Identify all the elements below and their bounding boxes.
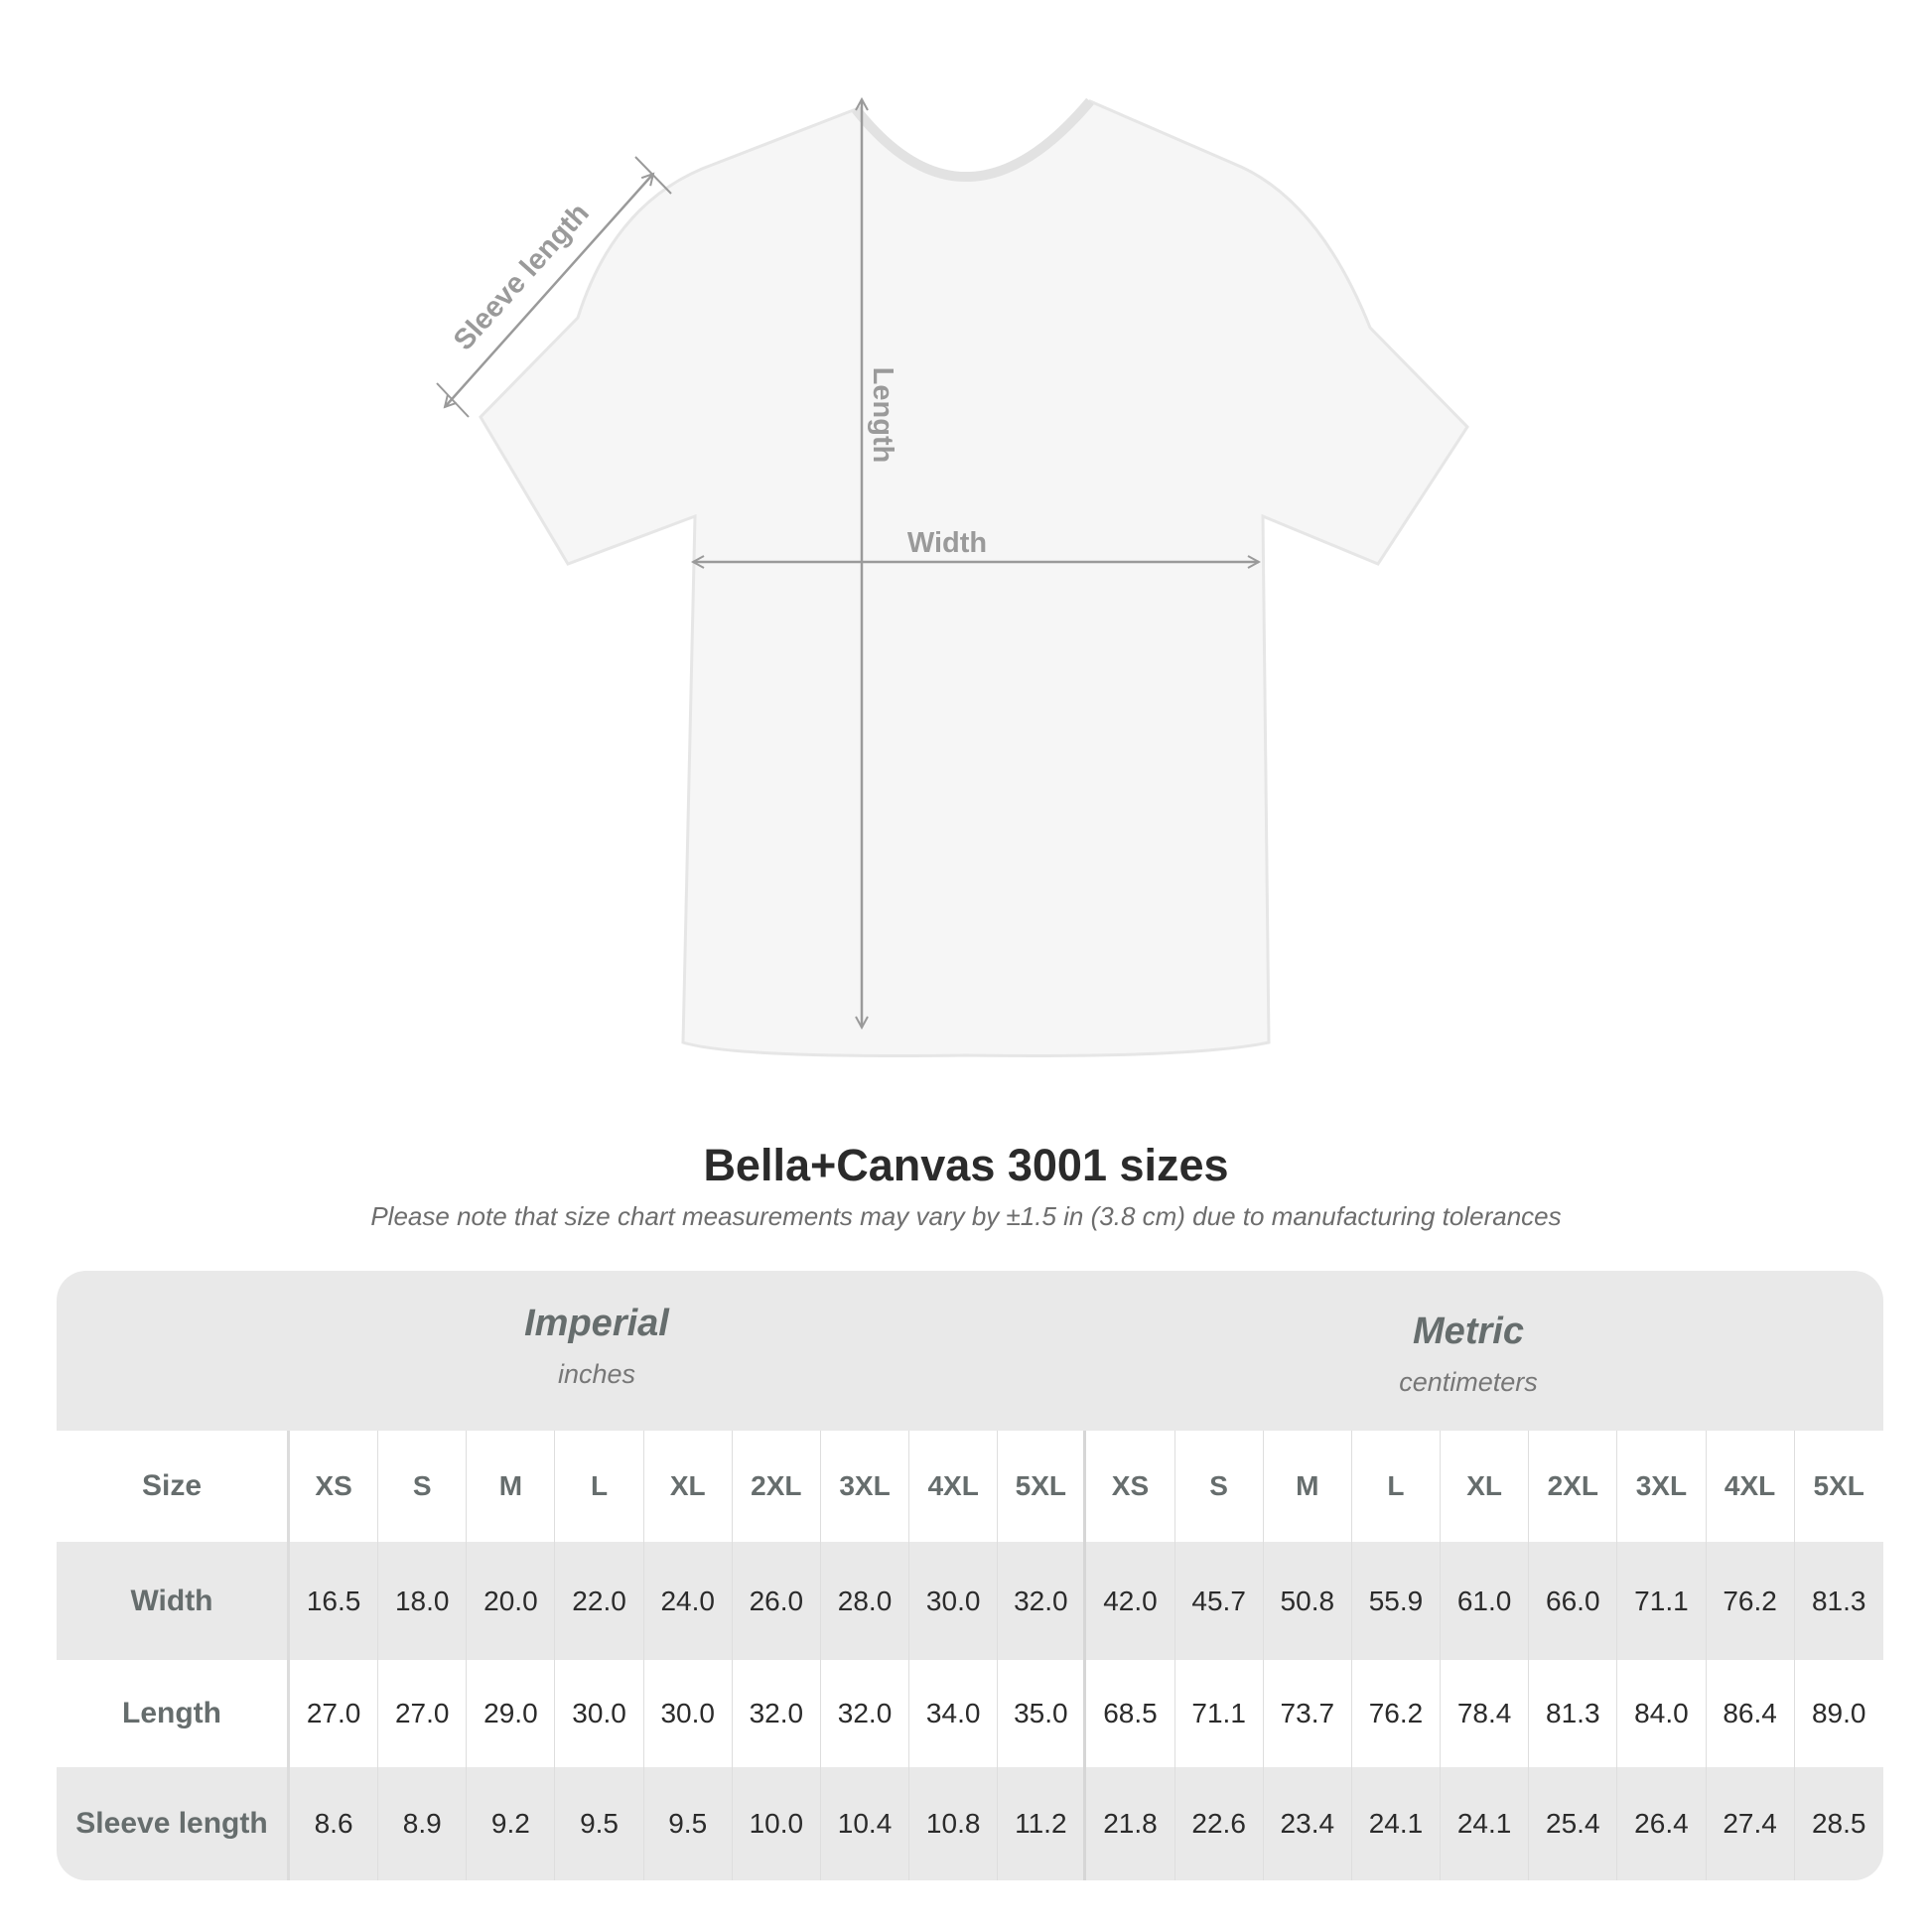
table-cell: 27.0 [378, 1660, 468, 1767]
size-header-cell: S [378, 1431, 468, 1542]
metric-header: Metric centimeters [1220, 1311, 1717, 1398]
tolerance-note: Please note that size chart measurements… [370, 1201, 1562, 1231]
table-cell: 22.0 [555, 1542, 644, 1660]
size-header-cell: S [1175, 1431, 1264, 1542]
page-title: Bella+Canvas 3001 sizes [703, 1140, 1229, 1190]
size-row: Size XS S M L XL 2XL 3XL 4XL 5XL XS S M L XL 2XL 3XL 4XL… [57, 1431, 1883, 1542]
metric-title: Metric [1413, 1311, 1524, 1352]
table-cell: 29.0 [467, 1660, 556, 1767]
table-cell: 81.3 [1811, 1585, 1866, 1616]
table-row: Sleeve length 8.6 8.9 9.2 9.5 9.5 10.0 10.4 10.8… [57, 1767, 1883, 1880]
table-cell: 86.4 [1707, 1660, 1795, 1767]
table-cell: 9.2 [467, 1767, 556, 1880]
tshirt-image [479, 99, 1469, 1057]
width-label: Width [907, 527, 987, 559]
table-cell: 78.4 [1441, 1660, 1530, 1767]
table-row: Length 27.0 27.0 29.0 30.0 30.0 32.0 32.0 34.0 35… [57, 1660, 1883, 1767]
table-cell: 76.2 [1707, 1542, 1795, 1660]
sleeve-length-arrow [445, 174, 653, 407]
table-cell: 10.0 [733, 1767, 821, 1880]
imperial-title: Imperial [524, 1303, 669, 1344]
size-header-cell: XL [644, 1431, 733, 1542]
table-cell: 50.8 [1264, 1542, 1352, 1660]
table-cell: 25.4 [1529, 1767, 1618, 1880]
table-cell: 61.0 [1441, 1542, 1530, 1660]
table-cell: 26.4 [1617, 1767, 1707, 1880]
row-label: Sleeve length [57, 1767, 290, 1880]
size-header-cell: 5XL [1813, 1470, 1864, 1501]
table-cell: 9.5 [644, 1767, 733, 1880]
table-cell: 27.4 [1707, 1767, 1795, 1880]
size-table: Imperial inches Metric centimeters Size … [57, 1271, 1883, 1880]
table-cell: 10.8 [909, 1767, 999, 1880]
length-label: Length [867, 367, 898, 464]
table-cell: 26.0 [733, 1542, 821, 1660]
table-cell: 35.0 [998, 1660, 1087, 1767]
table-cell: 28.5 [1811, 1808, 1866, 1839]
table-cell: 68.5 [1086, 1660, 1175, 1767]
size-header-cell: M [1264, 1431, 1352, 1542]
table-cell: 32.0 [733, 1660, 821, 1767]
table-cell: 24.0 [644, 1542, 733, 1660]
table-cell: 30.0 [555, 1660, 644, 1767]
imperial-unit: inches [557, 1359, 636, 1389]
table-cell: 45.7 [1175, 1542, 1264, 1660]
row-label: Width [57, 1542, 290, 1660]
table-cell: 34.0 [909, 1660, 999, 1767]
table-cell: 42.0 [1086, 1542, 1175, 1660]
size-header-cell: 2XL [1529, 1431, 1618, 1542]
table-cell: 28.0 [821, 1542, 910, 1660]
table-cell: 30.0 [909, 1542, 999, 1660]
size-header-cell: XS [1086, 1431, 1175, 1542]
size-header-cell: 4XL [1707, 1431, 1795, 1542]
table-cell: 27.0 [290, 1660, 379, 1767]
size-header-cell: L [555, 1431, 644, 1542]
table-cell: 89.0 [1811, 1698, 1866, 1728]
table-cell: 20.0 [467, 1542, 556, 1660]
size-header-cell: L [1352, 1431, 1442, 1542]
size-header-cell: 3XL [1617, 1431, 1707, 1542]
table-cell: 16.5 [290, 1542, 379, 1660]
row-label: Length [57, 1660, 290, 1767]
size-header-cell: XS [290, 1431, 379, 1542]
table-cell: 23.4 [1264, 1767, 1352, 1880]
table-cell: 76.2 [1352, 1660, 1442, 1767]
size-header-cell: M [467, 1431, 556, 1542]
table-cell: 66.0 [1529, 1542, 1618, 1660]
size-header-cell: 2XL [733, 1431, 821, 1542]
table-cell: 71.1 [1175, 1660, 1264, 1767]
size-header-cell: 5XL [998, 1431, 1087, 1542]
table-cell: 9.5 [555, 1767, 644, 1880]
table-cell: 11.2 [998, 1767, 1087, 1880]
table-cell: 24.1 [1352, 1767, 1442, 1880]
table-cell: 18.0 [378, 1542, 468, 1660]
table-cell: 22.6 [1175, 1767, 1264, 1880]
table-cell: 71.1 [1617, 1542, 1707, 1660]
unit-header [57, 1271, 1883, 1431]
table-cell: 32.0 [998, 1542, 1087, 1660]
table-cell: 32.0 [821, 1660, 910, 1767]
table-cell: 30.0 [644, 1660, 733, 1767]
table-cell: 8.6 [290, 1767, 379, 1880]
size-header-cell: XL [1441, 1431, 1530, 1542]
table-cell: 24.1 [1441, 1767, 1530, 1880]
table-row: Width 16.5 18.0 20.0 22.0 24.0 26.0 28.0 30.0 32.… [57, 1542, 1883, 1660]
table-cell: 84.0 [1617, 1660, 1707, 1767]
metric-unit: centimeters [1399, 1367, 1538, 1397]
table-cell: 73.7 [1264, 1660, 1352, 1767]
size-label: Size [57, 1431, 290, 1542]
size-header-cell: 4XL [909, 1431, 999, 1542]
imperial-header: Imperial inches [348, 1303, 845, 1390]
table-cell: 8.9 [378, 1767, 468, 1880]
table-cell: 21.8 [1086, 1767, 1175, 1880]
table-cell: 10.4 [821, 1767, 910, 1880]
table-cell: 55.9 [1352, 1542, 1442, 1660]
tshirt-diagram: Sleeve length Length Width [436, 0, 1469, 1057]
table-cell: 81.3 [1529, 1660, 1618, 1767]
size-header-cell: 3XL [821, 1431, 910, 1542]
